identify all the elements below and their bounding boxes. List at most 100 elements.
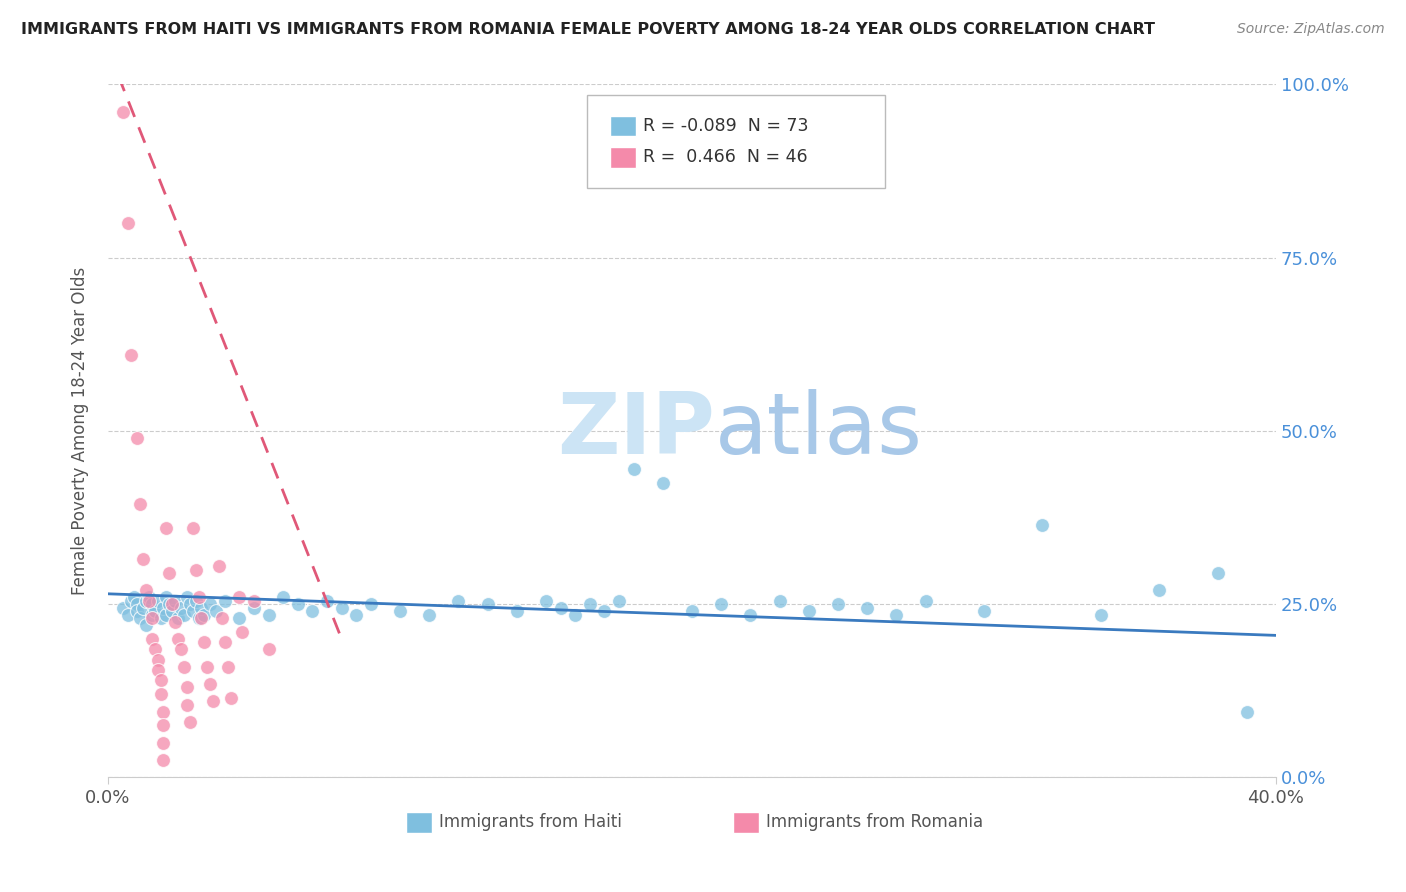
Point [132,552,155,566]
Point [184,593,207,607]
Point [155,591,177,605]
Text: Immigrants from Haiti: Immigrants from Haiti [439,814,621,831]
Point [173,659,195,673]
Point [152,718,174,732]
Point [388,604,411,618]
Point [198,677,221,691]
Point [768,593,790,607]
Point [651,475,673,490]
Point [506,604,529,618]
Point [138,593,160,607]
Point [143,604,166,618]
Point [1090,607,1112,622]
Point [287,597,309,611]
Point [228,611,250,625]
Point [447,593,470,607]
Point [360,597,382,611]
Point [827,597,849,611]
Point [1147,583,1170,598]
Point [193,607,215,622]
Point [228,591,250,605]
Point [205,604,228,618]
Point [195,659,218,673]
Point [271,591,294,605]
Point [534,593,557,607]
Text: ZIP: ZIP [558,390,716,473]
FancyBboxPatch shape [586,95,884,188]
Point [160,604,183,618]
Point [301,604,323,618]
Point [193,635,215,649]
Point [1031,517,1053,532]
Point [623,462,645,476]
Point [160,597,183,611]
Point [914,593,936,607]
Point [141,611,163,625]
Text: R = -0.089  N = 73: R = -0.089 N = 73 [643,117,808,135]
Point [146,663,169,677]
Point [184,563,207,577]
Point [593,604,616,618]
Point [167,632,190,646]
Point [181,521,204,535]
Point [181,604,204,618]
Point [120,593,142,607]
Point [190,600,212,615]
Point [316,593,339,607]
Point [607,593,630,607]
Point [886,607,908,622]
Text: atlas: atlas [716,390,924,473]
Point [973,604,995,618]
Point [190,611,212,625]
Point [198,597,221,611]
FancyBboxPatch shape [733,812,759,833]
Point [564,607,586,622]
Point [243,593,266,607]
Point [157,566,180,580]
Point [208,559,231,574]
Point [117,216,139,230]
Point [127,431,149,445]
FancyBboxPatch shape [610,116,636,136]
Point [111,105,134,120]
Point [202,694,225,708]
Point [157,597,180,611]
Point [165,615,187,629]
Point [135,583,157,598]
Point [257,607,280,622]
Point [1236,705,1258,719]
Point [477,597,499,611]
Point [330,600,353,615]
Point [129,611,152,625]
Point [179,714,201,729]
Point [257,642,280,657]
Point [856,600,879,615]
Point [710,597,733,611]
Point [129,497,152,511]
Point [138,591,160,605]
Point [173,607,195,622]
Point [146,653,169,667]
Point [152,736,174,750]
Point [243,600,266,615]
Point [141,597,163,611]
Point [179,597,201,611]
Point [219,690,242,705]
Point [146,593,169,607]
Point [176,681,198,695]
Point [149,611,172,625]
Point [111,600,134,615]
Point [135,618,157,632]
Point [167,611,190,625]
Point [152,705,174,719]
Point [127,597,149,611]
Point [214,635,236,649]
Text: Source: ZipAtlas.com: Source: ZipAtlas.com [1237,22,1385,37]
Point [120,348,142,362]
Point [135,593,157,607]
Point [152,600,174,615]
Point [132,600,155,615]
Point [117,607,139,622]
Point [187,611,209,625]
Point [155,521,177,535]
